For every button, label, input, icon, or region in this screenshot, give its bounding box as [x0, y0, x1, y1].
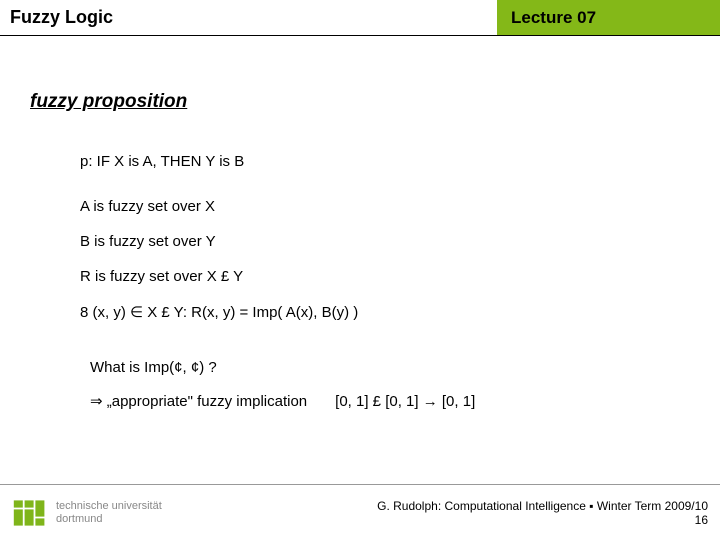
section-heading: fuzzy proposition	[30, 91, 690, 113]
footer-credit: G. Rudolph: Computational Intelligence ▪…	[377, 499, 708, 513]
header-title-left: Fuzzy Logic	[0, 0, 497, 35]
implication-domain: [0, 1] £ [0, 1] → [0, 1]	[335, 393, 475, 410]
implication-row: ⇒ „appropriate" fuzzy implication [0, 1]…	[90, 392, 690, 410]
slide-header: Fuzzy Logic Lecture 07	[0, 0, 720, 36]
proposition-rule: p: IF X is A, THEN Y is B	[80, 153, 690, 170]
def-a: A is fuzzy set over X	[80, 198, 690, 215]
header-title-right: Lecture 07	[497, 0, 720, 35]
uni-line1: technische universität	[56, 500, 162, 512]
university-name: technische universität dortmund	[56, 500, 162, 524]
tu-logo-icon	[12, 495, 48, 531]
uni-line2: dortmund	[56, 513, 162, 525]
page-number: 16	[377, 513, 708, 527]
slide-content: fuzzy proposition p: IF X is A, THEN Y i…	[0, 36, 720, 410]
forall-expr: 8 (x, y) ∈ X £ Y: R(x, y) = Imp( A(x), B…	[80, 303, 690, 321]
footer-credit-block: G. Rudolph: Computational Intelligence ▪…	[377, 499, 708, 527]
what-is-imp: What is Imp(¢, ¢) ?	[90, 359, 690, 376]
university-logo-block: technische universität dortmund	[12, 495, 162, 531]
def-r: R is fuzzy set over X £ Y	[80, 268, 690, 285]
def-b: B is fuzzy set over Y	[80, 233, 690, 250]
appropriate-implication: ⇒ „appropriate" fuzzy implication	[90, 392, 307, 410]
slide-footer: technische universität dortmund G. Rudol…	[0, 484, 720, 540]
